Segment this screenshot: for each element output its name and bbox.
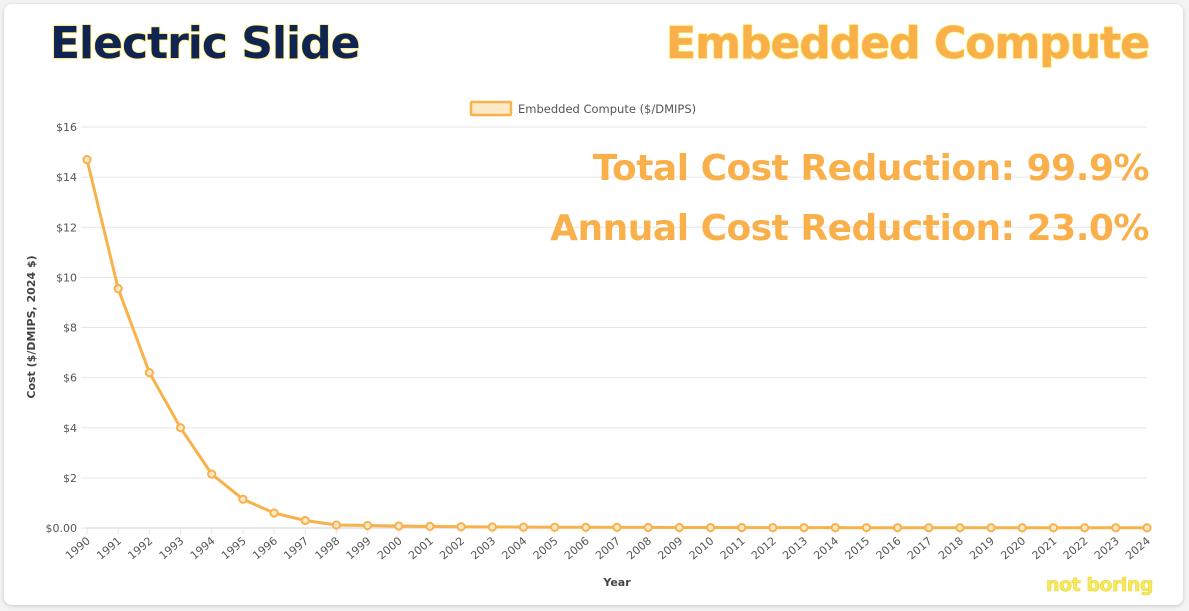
legend-swatch[interactable]	[469, 100, 513, 117]
data-point[interactable]	[362, 520, 373, 531]
y-tick-label: $4	[63, 422, 77, 435]
data-point[interactable]	[955, 523, 965, 533]
data-point[interactable]	[705, 522, 716, 533]
x-tick-label: 2010	[687, 534, 717, 562]
y-tick-label: $0.00	[46, 522, 78, 535]
not-boring-logo: not boring	[1046, 574, 1154, 597]
x-tick-label: 2018	[936, 534, 966, 562]
y-tick-label: $2	[63, 472, 77, 485]
data-point[interactable]	[737, 522, 747, 533]
x-tick-label: 2020	[998, 534, 1028, 562]
legend-label[interactable]: Embedded Compute ($/DMIPS)	[518, 102, 696, 116]
data-point[interactable]	[924, 523, 934, 533]
x-tick-label: 2008	[624, 534, 654, 562]
x-tick-label: 2007	[593, 534, 623, 562]
x-tick-label: 2011	[718, 534, 748, 562]
legend[interactable]: Embedded Compute ($/DMIPS)	[469, 100, 696, 117]
data-points	[82, 154, 1152, 533]
x-tick-label: 2000	[375, 534, 405, 562]
data-point[interactable]	[892, 523, 903, 533]
x-axis-title: Year	[602, 576, 631, 589]
x-tick-label: 2001	[406, 534, 436, 562]
x-tick-label: 2024	[1123, 534, 1153, 562]
data-point[interactable]	[144, 368, 154, 378]
title-right: Embedded Compute	[666, 18, 1151, 70]
data-point[interactable]	[674, 522, 684, 533]
x-tick-label: 2006	[562, 534, 592, 562]
y-axis-ticks: $0.00 $2 $4 $6 $8 $10 $12 $14 $16	[46, 121, 78, 535]
x-tick-label: 1995	[219, 534, 249, 562]
x-tick-label: 2013	[780, 534, 810, 562]
x-tick-label: 2009	[655, 534, 685, 562]
data-point[interactable]	[113, 284, 123, 294]
data-point[interactable]	[799, 523, 809, 533]
annual-cost-reduction: Annual Cost Reduction: 23.0%	[550, 208, 1149, 249]
x-tick-label: 1996	[250, 534, 280, 562]
data-point[interactable]	[331, 520, 342, 530]
data-point[interactable]	[300, 515, 310, 526]
x-tick-label: 2021	[1030, 534, 1060, 562]
data-point[interactable]	[550, 522, 560, 532]
data-point[interactable]	[1111, 523, 1121, 533]
y-tick-label: $6	[63, 372, 77, 385]
data-point[interactable]	[207, 469, 217, 479]
x-tick-label: 1994	[188, 534, 218, 562]
data-point[interactable]	[175, 423, 186, 433]
data-point[interactable]	[612, 522, 622, 532]
data-point[interactable]	[581, 522, 591, 532]
y-axis-title: Cost ($/DMIPS, 2024 $)	[25, 255, 38, 398]
x-tick-label: 1997	[281, 534, 311, 562]
data-point[interactable]	[82, 154, 92, 165]
x-axis-ticks: 1990 1991 1992 1993 1994 1995 1996 1997 1998 1999…	[63, 534, 1153, 562]
data-point[interactable]	[768, 522, 778, 533]
x-tick-label: 1999	[344, 534, 374, 562]
x-tick-label: 1992	[125, 534, 155, 562]
data-point[interactable]	[394, 521, 404, 531]
data-point[interactable]	[425, 521, 435, 531]
data-point[interactable]	[1048, 523, 1059, 533]
data-point[interactable]	[1142, 523, 1152, 533]
data-point[interactable]	[238, 494, 248, 504]
total-cost-reduction: Total Cost Reduction: 99.9%	[592, 148, 1150, 189]
x-tick-label: 2003	[468, 534, 498, 562]
x-tick-label: 1990	[63, 534, 93, 562]
data-point[interactable]	[830, 523, 840, 533]
x-tick-label: 1998	[313, 534, 343, 562]
y-tick-label: $8	[63, 322, 77, 335]
x-tick-label: 2023	[1092, 534, 1122, 562]
y-tick-label: $16	[56, 121, 77, 134]
x-tick-label: 2016	[874, 534, 904, 562]
x-tick-label: 2019	[967, 534, 997, 562]
x-tick-label: 2017	[905, 534, 935, 562]
y-tick-label: $10	[56, 271, 77, 284]
data-point[interactable]	[518, 522, 529, 532]
chart-card	[4, 4, 1183, 605]
data-point[interactable]	[269, 508, 279, 518]
x-tick-label: 2022	[1061, 534, 1091, 562]
data-point[interactable]	[456, 522, 466, 532]
x-tick-label: 2014	[811, 534, 841, 562]
data-point[interactable]	[487, 522, 497, 532]
data-point[interactable]	[1080, 523, 1090, 533]
data-point[interactable]	[861, 523, 872, 533]
x-tick-label: 1993	[157, 534, 187, 562]
y-tick-label: $12	[56, 221, 77, 234]
x-tick-label: 2005	[531, 534, 561, 562]
data-point[interactable]	[986, 523, 996, 533]
x-tick-label: 2015	[843, 534, 873, 562]
x-tick-label: 2012	[749, 534, 779, 562]
y-tick-label: $14	[56, 171, 77, 184]
title-left: Electric Slide	[49, 18, 360, 70]
data-point[interactable]	[643, 522, 653, 533]
x-tick-label: 2002	[437, 534, 467, 562]
x-tick-label: 2004	[500, 534, 530, 562]
x-tick-label: 1991	[94, 534, 124, 562]
data-point[interactable]	[1017, 523, 1027, 533]
